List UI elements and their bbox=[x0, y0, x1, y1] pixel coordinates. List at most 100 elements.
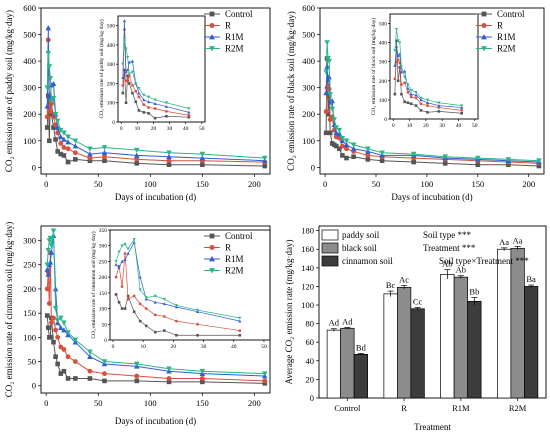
data-point bbox=[350, 145, 357, 152]
data-point bbox=[58, 141, 64, 146]
x-tick-label: 150 bbox=[196, 398, 209, 408]
inset-data-point bbox=[393, 48, 397, 52]
data-point bbox=[45, 50, 52, 57]
inset-x-tick-label: 0 bbox=[120, 126, 123, 132]
inset-data-point bbox=[123, 68, 126, 72]
data-point bbox=[506, 162, 511, 168]
inset-data-point bbox=[398, 66, 402, 69]
inset-y-tick-label: 300 bbox=[99, 244, 108, 250]
inset-series-line bbox=[394, 29, 462, 106]
inset-data-point bbox=[403, 100, 406, 104]
inset-y-tick-label: 100 bbox=[99, 307, 108, 313]
legend-label: Control bbox=[497, 9, 525, 19]
data-point bbox=[336, 127, 343, 134]
data-point bbox=[54, 318, 61, 324]
data-point bbox=[61, 136, 67, 142]
inset-data-point bbox=[175, 319, 178, 323]
inset-x-tick-label: 10 bbox=[135, 126, 141, 132]
legend-marker bbox=[481, 46, 487, 52]
inset-series-R2M bbox=[114, 238, 242, 320]
data-point bbox=[344, 155, 349, 161]
inset-data-point bbox=[238, 329, 242, 332]
data-point bbox=[48, 320, 54, 326]
data-point bbox=[199, 155, 206, 161]
inset-y-axis-label: CO₂ emission rate of paddy soil (mg/kg·d… bbox=[98, 19, 105, 118]
inset-data-point bbox=[426, 111, 429, 114]
inset-data-point bbox=[138, 288, 142, 292]
data-point bbox=[324, 40, 330, 46]
inset-series-line bbox=[115, 241, 240, 322]
inset-y-tick-label: 100 bbox=[107, 101, 116, 107]
y-tick-label: 300 bbox=[23, 83, 36, 93]
data-point bbox=[101, 145, 108, 151]
data-point bbox=[52, 286, 59, 292]
inset-data-point bbox=[414, 96, 418, 100]
inset-data-point bbox=[153, 330, 157, 334]
legend-label: R2M bbox=[225, 44, 244, 54]
data-point bbox=[329, 106, 335, 112]
inset-data-point bbox=[132, 294, 136, 298]
data-point bbox=[87, 353, 93, 359]
x-axis-label: Days of incubation (d) bbox=[115, 416, 196, 426]
legend-label: R1M bbox=[225, 254, 244, 264]
data-point bbox=[65, 139, 71, 145]
y-tick-label: 100 bbox=[301, 300, 314, 310]
inset-data-point bbox=[134, 82, 138, 86]
inset-data-point bbox=[399, 65, 403, 69]
inset-y-tick-label: 150 bbox=[99, 291, 108, 297]
inset-y-tick-label: 500 bbox=[379, 22, 388, 28]
data-point bbox=[44, 266, 51, 272]
inset-data-point bbox=[134, 100, 138, 104]
data-point bbox=[51, 125, 56, 130]
inset-x-tick-label: 20 bbox=[151, 126, 157, 132]
x-axis-label: Days of incubation (d) bbox=[115, 192, 196, 202]
data-point bbox=[199, 368, 206, 375]
inset-data-point bbox=[165, 114, 168, 118]
inset-y-tick-label: 0 bbox=[104, 338, 107, 344]
inset-data-point bbox=[126, 74, 129, 78]
inset-data-point bbox=[406, 83, 410, 87]
data-point bbox=[262, 163, 268, 169]
inset-data-point bbox=[132, 238, 136, 242]
bar bbox=[524, 286, 539, 399]
inset-data-point bbox=[138, 275, 142, 279]
inset-data-point bbox=[122, 37, 127, 41]
data-point bbox=[323, 109, 329, 114]
inset-data-point bbox=[142, 98, 146, 102]
inset-data-point bbox=[138, 302, 142, 306]
significance-label: Aa bbox=[499, 237, 509, 247]
data-point bbox=[47, 235, 54, 241]
inset-data-point bbox=[403, 75, 407, 79]
data-point bbox=[102, 371, 107, 377]
significance-label: Ab bbox=[442, 259, 452, 269]
data-point bbox=[44, 262, 51, 268]
data-point bbox=[48, 98, 55, 104]
inset-y-tick-label: 200 bbox=[379, 79, 388, 85]
data-point bbox=[505, 157, 512, 163]
inset-series-Control bbox=[393, 39, 464, 115]
inset-y-tick-label: 0 bbox=[112, 120, 115, 126]
data-point bbox=[333, 125, 340, 131]
inset-data-point bbox=[163, 329, 166, 332]
inset-frame bbox=[389, 13, 479, 120]
significance-label: Bd bbox=[356, 342, 367, 352]
data-point bbox=[46, 301, 52, 306]
data-point bbox=[53, 327, 58, 333]
data-point bbox=[50, 228, 57, 234]
data-point bbox=[351, 154, 356, 160]
inset-data-point bbox=[394, 27, 399, 31]
series-Control bbox=[323, 56, 542, 169]
inset-x-tick-label: 40 bbox=[456, 123, 462, 129]
inset-y-tick-label: 300 bbox=[107, 62, 116, 68]
inset-y-tick-label: 350 bbox=[99, 228, 108, 234]
inset-data-point bbox=[400, 92, 403, 96]
data-point bbox=[166, 366, 172, 372]
data-point bbox=[262, 155, 268, 161]
inset-data-point bbox=[114, 262, 118, 266]
inset-data-point bbox=[419, 96, 423, 100]
inset-y-axis-label: CO₂ emission rate of black soil (mg/kg·d… bbox=[370, 18, 377, 116]
x-tick-label: 150 bbox=[196, 179, 209, 189]
data-point bbox=[61, 327, 67, 333]
